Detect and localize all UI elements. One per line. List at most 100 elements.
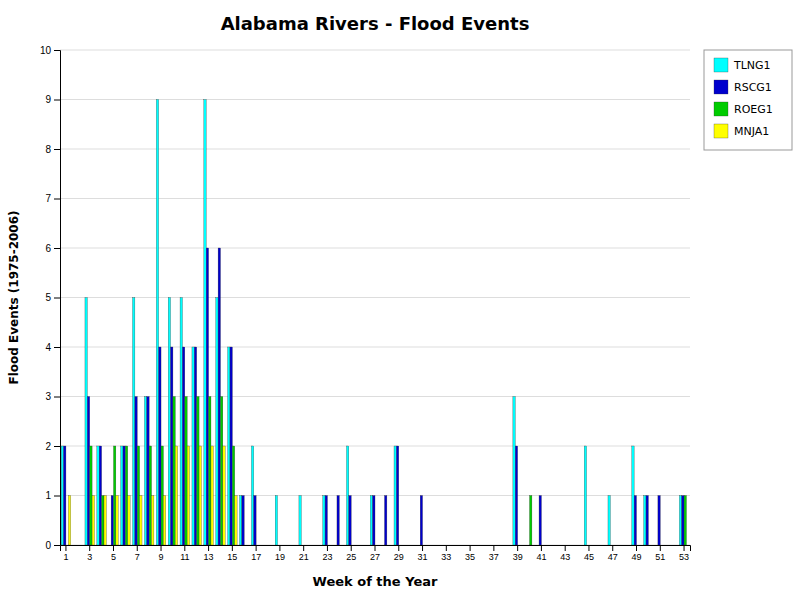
legend-swatch (714, 58, 728, 72)
x-tick-mark (113, 545, 114, 551)
bar (99, 446, 101, 545)
bar (537, 545, 539, 546)
x-tick: 35 (465, 545, 475, 562)
x-tick-label: 13 (204, 552, 214, 562)
x-tick: 7 (135, 545, 140, 562)
bar (102, 496, 104, 546)
bar (572, 545, 574, 546)
bar (601, 545, 603, 546)
y-tick-mark (54, 446, 60, 447)
bars (61, 100, 686, 546)
bar (254, 496, 256, 546)
x-tick-mark (375, 545, 376, 551)
bar (449, 545, 451, 546)
bar (442, 545, 444, 546)
y-tick-label: 8 (45, 144, 51, 155)
x-tick-mark (684, 545, 685, 551)
x-tick: 21 (299, 545, 309, 562)
x-tick-label: 45 (584, 552, 594, 562)
y-tick-label: 10 (40, 45, 52, 56)
bar (506, 545, 508, 546)
bar (453, 545, 455, 546)
grid (60, 50, 690, 545)
x-tick: 41 (536, 545, 546, 562)
bar (399, 545, 401, 546)
x-tick-label: 9 (159, 552, 164, 562)
bar (501, 545, 503, 546)
legend-item: TLNG1 (714, 58, 771, 72)
x-tick-mark (208, 545, 209, 551)
bar (434, 545, 436, 546)
x-tick: 17 (251, 545, 261, 562)
bar (456, 545, 458, 546)
x-tick-mark (279, 545, 280, 551)
bar (373, 496, 375, 546)
bar (144, 397, 146, 546)
bar (125, 446, 127, 545)
legend-swatch (714, 102, 728, 116)
legend-box (704, 50, 792, 150)
x-tick-label: 3 (87, 552, 92, 562)
bar (470, 545, 472, 546)
bar (211, 446, 213, 545)
bar (610, 545, 612, 546)
bar (316, 545, 318, 546)
x-tick: 9 (159, 545, 164, 562)
y-axis-title: Flood Events (1975-2006) (7, 210, 21, 384)
bar (152, 496, 154, 546)
grid-line (60, 248, 690, 249)
bar (251, 446, 253, 545)
legend: TLNG1RSCG1ROEG1MNJA1 (704, 50, 792, 150)
bar (361, 545, 363, 546)
bar (625, 545, 627, 546)
bar (354, 545, 356, 546)
bar (413, 545, 415, 546)
y-tick-mark (54, 100, 60, 101)
chart-title: Alabama Rivers - Flood Events (221, 13, 530, 34)
bar (648, 545, 650, 546)
grid-line (60, 198, 690, 199)
bar (656, 545, 658, 546)
bar (465, 545, 467, 546)
x-tick: 27 (370, 545, 380, 562)
legend-label: MNJA1 (734, 125, 769, 138)
bar (437, 545, 439, 546)
bar (489, 545, 491, 546)
x-tick: 15 (227, 545, 237, 562)
bar (104, 496, 106, 546)
y-tick-label: 4 (45, 342, 51, 353)
bar (480, 545, 482, 546)
bar (684, 496, 686, 546)
bar (408, 545, 410, 546)
bar (171, 347, 173, 545)
y-tick-mark (54, 298, 60, 299)
bar (206, 248, 208, 545)
bar (579, 545, 581, 546)
bar (175, 446, 177, 545)
bar (199, 446, 201, 545)
grid-line (60, 347, 690, 348)
x-axis-title: Week of the Year (313, 574, 438, 589)
x-tick-label: 51 (655, 552, 665, 562)
bar (423, 545, 425, 546)
bar (365, 545, 367, 546)
y-tick-label: 9 (45, 94, 51, 105)
bar (187, 446, 189, 545)
legend-swatch (714, 80, 728, 94)
x-tick-label: 39 (513, 552, 523, 562)
bar (406, 545, 408, 546)
y-tick-label: 0 (45, 540, 51, 551)
bar (565, 545, 567, 546)
bar (223, 446, 225, 545)
bar (173, 397, 175, 546)
bar (66, 545, 68, 546)
bar (68, 496, 70, 546)
bar (87, 397, 89, 546)
bar (90, 446, 92, 545)
x-tick: 49 (632, 545, 642, 562)
bar (544, 545, 546, 546)
bar (575, 545, 577, 546)
bar (140, 496, 142, 546)
x-tick-label: 43 (560, 552, 570, 562)
bar (663, 545, 665, 546)
